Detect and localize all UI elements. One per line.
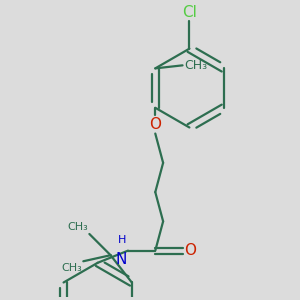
Text: H: H bbox=[118, 235, 127, 245]
Text: CH₃: CH₃ bbox=[184, 59, 207, 72]
Text: CH₃: CH₃ bbox=[67, 223, 88, 232]
Text: O: O bbox=[184, 243, 196, 258]
Text: N: N bbox=[115, 252, 127, 267]
Text: Cl: Cl bbox=[182, 5, 197, 20]
Text: O: O bbox=[149, 117, 161, 132]
Text: CH₃: CH₃ bbox=[61, 263, 82, 273]
